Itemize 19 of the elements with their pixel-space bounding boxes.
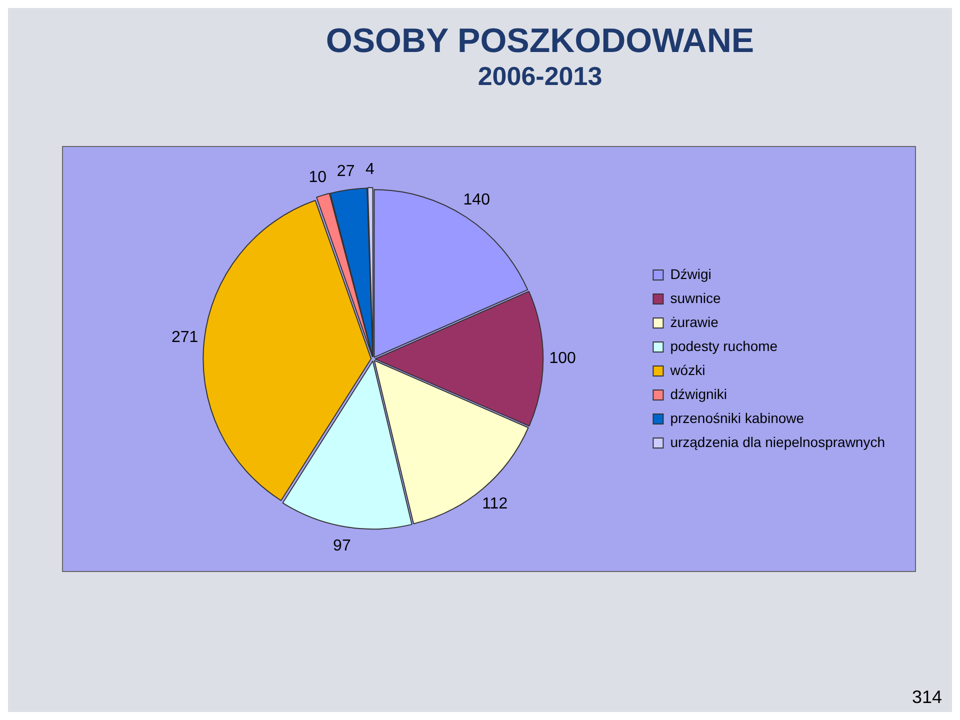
legend-label: Dźwigi — [670, 266, 712, 282]
data-label: 4 — [366, 160, 375, 178]
text: 314 — [912, 687, 942, 708]
chart-subtitle: 2006-2013 — [476, 61, 604, 92]
chart-title: OSOBY POSZKODOWANE — [324, 22, 756, 61]
data-label: 27 — [336, 162, 355, 180]
legend-label: suwnice — [670, 290, 721, 306]
data-label: 140 — [463, 192, 490, 209]
data-label: 100 — [549, 350, 576, 368]
legend-label: wózki — [669, 362, 706, 378]
data-label: 271 — [171, 328, 198, 346]
data-label: 10 — [308, 169, 327, 186]
legend-label: urządzenia dla niepelnosprawnych — [670, 434, 886, 450]
data-label: 112 — [482, 496, 508, 513]
legend-label: żurawie — [670, 314, 719, 330]
legend-label: przenośniki kabinowe — [670, 410, 804, 426]
legend-label: podesty ruchome — [670, 338, 778, 354]
legend-label: dźwigniki — [670, 386, 728, 402]
data-label: 97 — [333, 537, 351, 554]
